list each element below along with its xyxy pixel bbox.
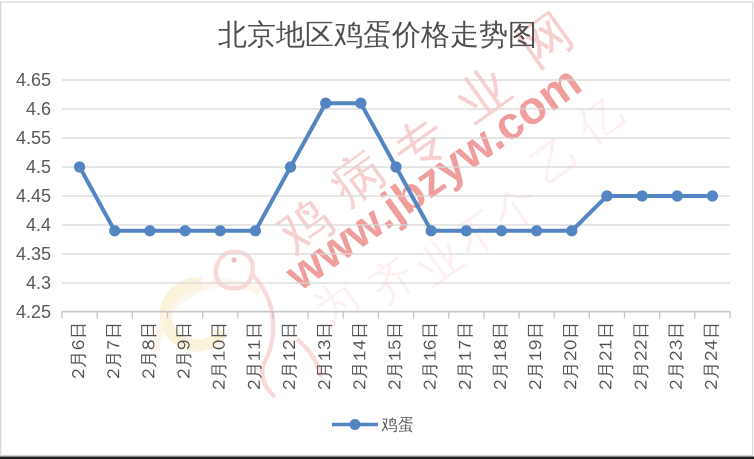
svg-text:4.3: 4.3 (26, 273, 51, 293)
svg-text:4.5: 4.5 (26, 157, 51, 177)
svg-text:4.6: 4.6 (26, 99, 51, 119)
svg-text:4.25: 4.25 (16, 302, 51, 322)
svg-text:4.55: 4.55 (16, 128, 51, 148)
svg-text:4.45: 4.45 (16, 186, 51, 206)
svg-text:4.4: 4.4 (26, 215, 51, 235)
svg-text:4.65: 4.65 (16, 70, 51, 90)
svg-text:4.35: 4.35 (16, 244, 51, 264)
